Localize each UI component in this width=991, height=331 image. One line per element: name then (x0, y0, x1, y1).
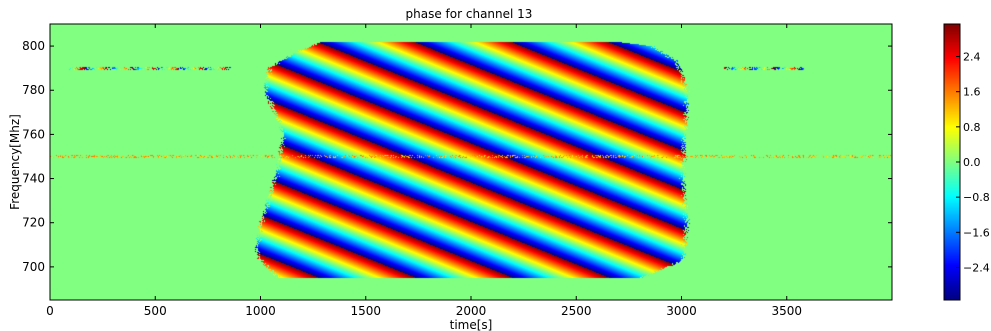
colorbar-tick-label: 1.6 (963, 86, 981, 99)
y-tick-label: 760 (22, 127, 45, 141)
colorbar-tick-label: 0.8 (963, 121, 981, 134)
colorbar-tick-label: −0.8 (963, 191, 990, 204)
y-axis-ticks: 700 720 740 760 780 800 (22, 39, 892, 274)
x-axis-label: time[s] (450, 318, 493, 331)
heatmap-image (50, 24, 892, 300)
x-tick-label: 500 (144, 304, 167, 318)
colorbar-tick-label: 2.4 (963, 51, 981, 64)
y-tick-label: 720 (22, 216, 45, 230)
colorbar-ticks: 2.4 1.6 0.8 0.0 −0.8 −1.6 −2.4 (956, 51, 990, 274)
x-tick-label: 1000 (245, 304, 276, 318)
x-tick-label: 2000 (456, 304, 487, 318)
colorbar: 2.4 1.6 0.8 0.0 −0.8 −1.6 −2.4 (943, 23, 990, 301)
plot-area: 0 500 1000 1500 2000 2500 3000 3500 700 720 740 76… (22, 23, 893, 318)
x-tick-label: 0 (46, 304, 54, 318)
x-tick-label: 1500 (350, 304, 381, 318)
y-tick-label: 740 (22, 172, 45, 186)
x-tick-label: 2500 (561, 304, 592, 318)
colorbar-tick-label: −2.4 (963, 261, 990, 274)
colorbar-tick-label: −1.6 (963, 226, 990, 239)
colorbar-tick-label: 0.0 (963, 156, 981, 169)
x-axis-ticks: 0 500 1000 1500 2000 2500 3000 3500 (46, 24, 802, 318)
y-axis-label: Frequency[Mhz] (8, 114, 22, 210)
y-tick-label: 700 (22, 260, 45, 274)
chart-title: phase for channel 13 (406, 7, 533, 21)
y-tick-label: 780 (22, 83, 45, 97)
y-tick-label: 800 (22, 39, 45, 53)
colorbar-gradient (944, 24, 960, 300)
x-tick-label: 3500 (771, 304, 802, 318)
x-tick-label: 3000 (666, 304, 697, 318)
